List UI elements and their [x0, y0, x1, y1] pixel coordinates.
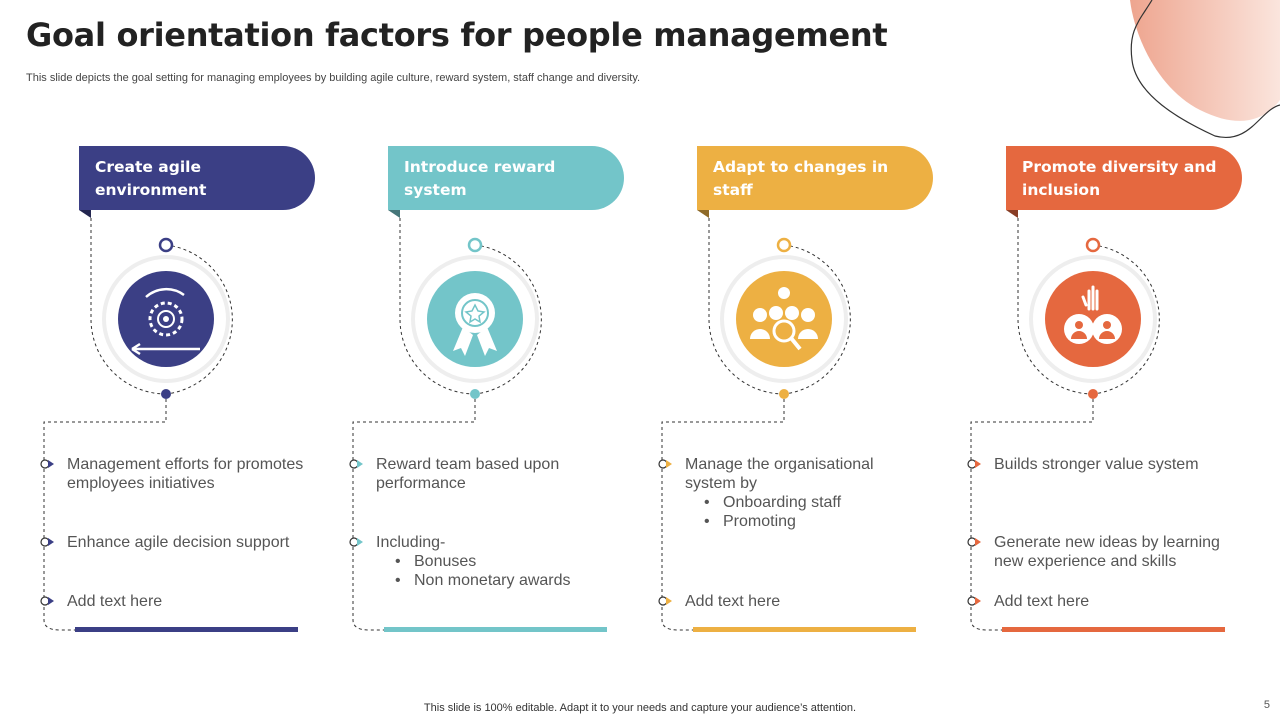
bottom-bar [75, 627, 298, 632]
bullet-marker [967, 459, 981, 469]
diversity-people-icon [1064, 285, 1122, 344]
list-item: Builds stronger value system [994, 455, 1234, 474]
list-item: Manage the organisational system byOnboa… [685, 455, 925, 531]
list-item: Management efforts for promotes employee… [67, 455, 307, 493]
bottom-bar [1002, 627, 1225, 632]
column-header: Adapt to changes in staff [697, 146, 933, 210]
list-item-text: Reward team based upon performance [376, 456, 560, 492]
dashed-connector [90, 218, 167, 395]
footer-note: This slide is 100% editable. Adapt it to… [423, 702, 857, 714]
header-fold [1006, 210, 1018, 218]
bottom-node [161, 389, 171, 399]
bottom-node [1088, 389, 1098, 399]
top-node [467, 237, 483, 253]
list-item-text: Add text here [685, 593, 781, 610]
sub-bullet: Onboarding staff [723, 493, 925, 512]
bullet-marker [40, 596, 54, 606]
bullet-marker [349, 537, 363, 547]
award-ribbon-icon [453, 293, 497, 356]
top-node [776, 237, 792, 253]
sub-bullet: Promoting [723, 512, 925, 531]
staff-search-icon [750, 287, 818, 351]
dashed-arc [474, 244, 542, 395]
dashed-arc [165, 244, 233, 395]
factor-column-3: Adapt to changes in staff Manage the orga… [618, 0, 933, 720]
factor-column-4: Promote diversity and inclusion Builds st… [927, 0, 1242, 720]
icon-circle [1045, 271, 1141, 367]
agile-gear-cycle-icon [131, 287, 200, 356]
list-item: Add text here [67, 592, 307, 611]
dashed-connector [1017, 218, 1094, 395]
bullet-marker [658, 459, 672, 469]
list-item: Generate new ideas by learning new exper… [994, 533, 1234, 571]
dashed-connector [399, 218, 476, 395]
bottom-bar [693, 627, 916, 632]
sub-bullet: Bonuses [414, 552, 616, 571]
dashed-arc [783, 244, 851, 395]
list-item: Add text here [994, 592, 1234, 611]
list-item-text: Including- [376, 534, 446, 551]
sub-bullet: Non monetary awards [414, 571, 616, 590]
page-number: 5 [1263, 699, 1270, 711]
bottom-node [779, 389, 789, 399]
header-fold [388, 210, 400, 218]
factor-column-2: Introduce reward system Reward team based… [309, 0, 624, 720]
list-connector [352, 399, 476, 631]
list-item-text: Manage the organisational system by [685, 456, 874, 492]
bullet-marker [967, 537, 981, 547]
bullet-marker [658, 596, 672, 606]
list-item-text: Add text here [67, 593, 163, 610]
list-connector [661, 399, 785, 631]
top-node [1085, 237, 1101, 253]
column-header: Introduce reward system [388, 146, 624, 210]
list-item-text: Builds stronger value system [994, 456, 1199, 473]
list-item-text: Management efforts for promotes employee… [67, 456, 304, 492]
list-connector [43, 399, 167, 631]
list-item: Add text here [685, 592, 925, 611]
top-node [158, 237, 174, 253]
bottom-bar [384, 627, 607, 632]
column-header: Promote diversity and inclusion [1006, 146, 1242, 210]
header-fold [697, 210, 709, 218]
bottom-node [470, 389, 480, 399]
list-item-text: Enhance agile decision support [67, 534, 290, 551]
bullet-marker [40, 537, 54, 547]
column-header: Create agile environment [79, 146, 315, 210]
bullet-marker [40, 459, 54, 469]
list-item-text: Add text here [994, 593, 1090, 610]
list-item: Including-BonusesNon monetary awards [376, 533, 616, 590]
bullet-marker [967, 596, 981, 606]
dashed-connector [708, 218, 785, 395]
bullet-marker [349, 459, 363, 469]
list-connector [970, 399, 1094, 631]
dashed-arc [1092, 244, 1160, 395]
header-fold [79, 210, 91, 218]
page-title: Goal orientation factors for people mana… [26, 16, 888, 54]
list-item: Reward team based upon performance [376, 455, 616, 493]
list-item: Enhance agile decision support [67, 533, 307, 552]
factor-column-1: Create agile environment Management effor… [0, 0, 315, 720]
list-item-text: Generate new ideas by learning new exper… [994, 534, 1220, 570]
icon-circle [736, 271, 832, 367]
page-subtitle: This slide depicts the goal setting for … [26, 72, 641, 84]
